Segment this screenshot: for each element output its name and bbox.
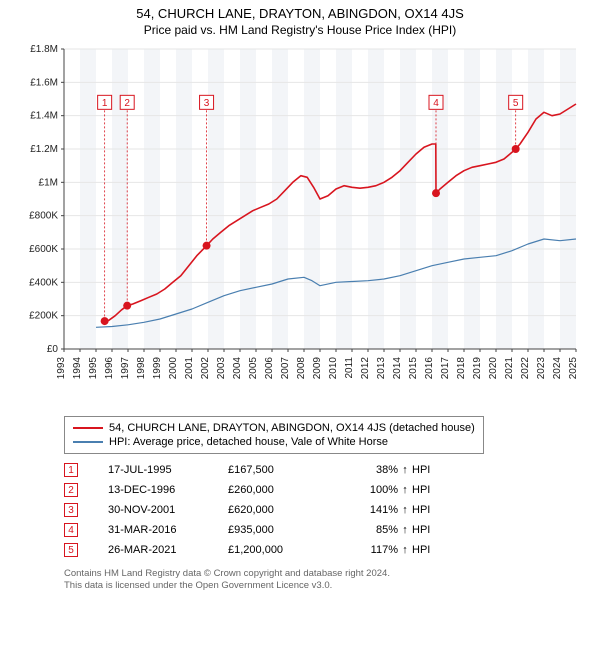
- tx-price: £1,200,000: [228, 544, 338, 556]
- up-arrow-icon: ↑: [398, 484, 412, 496]
- svg-text:1997: 1997: [120, 357, 131, 380]
- up-arrow-icon: ↑: [398, 464, 412, 476]
- tx-pct: 38%: [338, 464, 398, 476]
- tx-hpi-label: HPI: [412, 544, 442, 556]
- svg-text:2023: 2023: [536, 357, 547, 380]
- transactions-table: 117-JUL-1995£167,50038%↑HPI213-DEC-1996£…: [64, 460, 592, 560]
- svg-text:1994: 1994: [72, 357, 83, 380]
- svg-text:£0: £0: [47, 344, 59, 355]
- tx-date: 13-DEC-1996: [108, 484, 228, 496]
- tx-marker: 3: [64, 503, 78, 517]
- svg-text:2025: 2025: [568, 357, 579, 380]
- up-arrow-icon: ↑: [398, 504, 412, 516]
- chart: £0 £200K £400K £600K £800K £1M £1.2M £1.4M £1.6M…: [8, 43, 592, 408]
- svg-text:1998: 1998: [136, 357, 147, 380]
- svg-text:2021: 2021: [504, 357, 515, 380]
- svg-text:£200K: £200K: [29, 311, 58, 322]
- svg-text:2006: 2006: [264, 357, 275, 380]
- tx-marker: 5: [64, 543, 78, 557]
- svg-text:£800K: £800K: [29, 211, 58, 222]
- svg-text:1995: 1995: [88, 357, 99, 380]
- legend-row: HPI: Average price, detached house, Vale…: [73, 435, 475, 449]
- tx-pct: 141%: [338, 504, 398, 516]
- tx-marker: 4: [64, 523, 78, 537]
- svg-text:2004: 2004: [232, 357, 243, 380]
- svg-text:1999: 1999: [152, 357, 163, 380]
- tx-price: £167,500: [228, 464, 338, 476]
- svg-text:2019: 2019: [472, 357, 483, 380]
- svg-text:2007: 2007: [280, 357, 291, 380]
- svg-text:2024: 2024: [552, 357, 563, 380]
- svg-text:2001: 2001: [184, 357, 195, 380]
- tx-marker: 2: [64, 483, 78, 497]
- svg-text:2017: 2017: [440, 357, 451, 380]
- subtitle: Price paid vs. HM Land Registry's House …: [8, 23, 592, 37]
- svg-text:£400K: £400K: [29, 277, 58, 288]
- svg-text:1: 1: [102, 98, 108, 109]
- tx-hpi-label: HPI: [412, 484, 442, 496]
- svg-text:£1.4M: £1.4M: [30, 111, 58, 122]
- svg-text:2016: 2016: [424, 357, 435, 380]
- svg-text:2009: 2009: [312, 357, 323, 380]
- svg-text:2014: 2014: [392, 357, 403, 380]
- svg-text:2015: 2015: [408, 357, 419, 380]
- tx-hpi-label: HPI: [412, 504, 442, 516]
- tx-date: 31-MAR-2016: [108, 524, 228, 536]
- svg-text:£1.6M: £1.6M: [30, 77, 58, 88]
- transaction-row: 3 30-NOV-2001£620,000141%↑HPI: [64, 500, 592, 520]
- legend-label: HPI: Average price, detached house, Vale…: [109, 436, 388, 448]
- up-arrow-icon: ↑: [398, 524, 412, 536]
- tx-price: £620,000: [228, 504, 338, 516]
- tx-pct: 85%: [338, 524, 398, 536]
- svg-text:2011: 2011: [344, 357, 355, 379]
- legend-swatch: [73, 441, 103, 442]
- footer: Contains HM Land Registry data © Crown c…: [64, 568, 592, 593]
- footer-line: This data is licensed under the Open Gov…: [64, 580, 592, 592]
- svg-text:£1.2M: £1.2M: [30, 144, 58, 155]
- svg-text:2010: 2010: [328, 357, 339, 380]
- svg-text:4: 4: [433, 98, 439, 109]
- up-arrow-icon: ↑: [398, 544, 412, 556]
- svg-text:2005: 2005: [248, 357, 259, 380]
- legend-row: 54, CHURCH LANE, DRAYTON, ABINGDON, OX14…: [73, 421, 475, 435]
- tx-price: £935,000: [228, 524, 338, 536]
- transaction-row: 5 26-MAR-2021£1,200,000117%↑HPI: [64, 540, 592, 560]
- footer-line: Contains HM Land Registry data © Crown c…: [64, 568, 592, 580]
- svg-text:2020: 2020: [488, 357, 499, 380]
- svg-text:2012: 2012: [360, 357, 371, 380]
- svg-text:2008: 2008: [296, 357, 307, 380]
- svg-text:£600K: £600K: [29, 244, 58, 255]
- svg-text:1993: 1993: [56, 357, 67, 380]
- legend-swatch: [73, 427, 103, 429]
- svg-text:1996: 1996: [104, 357, 115, 380]
- tx-hpi-label: HPI: [412, 464, 442, 476]
- svg-text:5: 5: [513, 98, 519, 109]
- svg-text:3: 3: [204, 98, 210, 109]
- svg-text:2013: 2013: [376, 357, 387, 380]
- transaction-row: 1 17-JUL-1995£167,50038%↑HPI: [64, 460, 592, 480]
- tx-date: 17-JUL-1995: [108, 464, 228, 476]
- legend: 54, CHURCH LANE, DRAYTON, ABINGDON, OX14…: [64, 416, 484, 454]
- svg-text:2: 2: [124, 98, 130, 109]
- legend-label: 54, CHURCH LANE, DRAYTON, ABINGDON, OX14…: [109, 422, 475, 434]
- tx-date: 26-MAR-2021: [108, 544, 228, 556]
- tx-pct: 100%: [338, 484, 398, 496]
- transaction-row: 2 13-DEC-1996£260,000100%↑HPI: [64, 480, 592, 500]
- svg-text:2018: 2018: [456, 357, 467, 380]
- svg-text:2003: 2003: [216, 357, 227, 380]
- svg-text:2000: 2000: [168, 357, 179, 380]
- svg-text:£1M: £1M: [39, 177, 58, 188]
- tx-pct: 117%: [338, 544, 398, 556]
- svg-text:£1.8M: £1.8M: [30, 44, 58, 55]
- chart-container: 54, CHURCH LANE, DRAYTON, ABINGDON, OX14…: [0, 0, 600, 601]
- tx-hpi-label: HPI: [412, 524, 442, 536]
- svg-text:2022: 2022: [520, 357, 531, 380]
- tx-marker: 1: [64, 463, 78, 477]
- line-chart-svg: £0 £200K £400K £600K £800K £1M £1.2M £1.4M £1.6M…: [8, 43, 588, 403]
- title: 54, CHURCH LANE, DRAYTON, ABINGDON, OX14…: [8, 6, 592, 21]
- tx-price: £260,000: [228, 484, 338, 496]
- svg-text:2002: 2002: [200, 357, 211, 380]
- transaction-row: 4 31-MAR-2016£935,00085%↑HPI: [64, 520, 592, 540]
- tx-date: 30-NOV-2001: [108, 504, 228, 516]
